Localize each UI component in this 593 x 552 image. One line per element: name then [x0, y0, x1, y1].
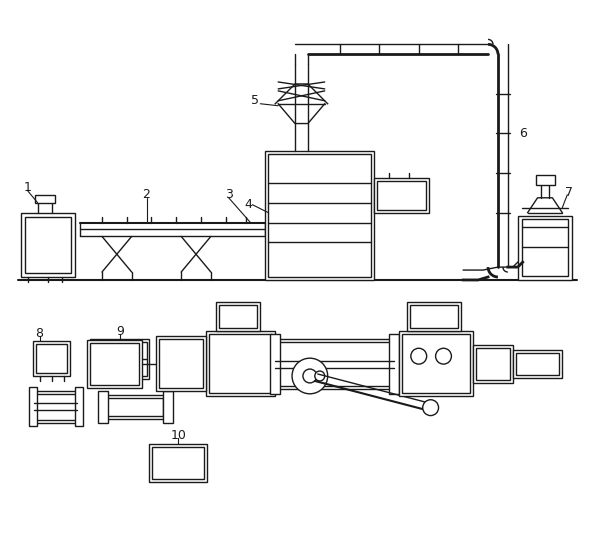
Text: 4: 4	[244, 198, 253, 211]
Circle shape	[303, 369, 317, 383]
Bar	[87, 341, 142, 388]
Bar	[516, 353, 559, 375]
Bar	[374, 178, 429, 213]
Text: 3: 3	[225, 188, 232, 201]
Circle shape	[411, 348, 427, 364]
Circle shape	[436, 348, 451, 364]
Bar	[219, 305, 257, 328]
Bar	[268, 154, 371, 277]
Text: 5: 5	[251, 94, 259, 107]
Text: 2: 2	[142, 188, 151, 201]
Bar	[377, 181, 426, 210]
Bar	[209, 335, 272, 393]
Bar	[34, 195, 56, 203]
Bar	[102, 395, 166, 418]
Bar	[518, 216, 572, 280]
Bar	[407, 302, 461, 331]
Bar	[90, 339, 149, 379]
Bar	[34, 394, 77, 420]
Text: 7: 7	[565, 187, 573, 199]
Circle shape	[292, 358, 328, 394]
Bar	[105, 398, 163, 416]
Bar	[402, 335, 470, 393]
Text: 6: 6	[519, 127, 527, 140]
Bar	[513, 351, 562, 378]
Bar	[410, 305, 458, 328]
Bar	[149, 444, 207, 482]
Bar	[206, 331, 275, 396]
Bar	[98, 391, 108, 422]
Bar	[157, 336, 206, 391]
Bar	[473, 346, 513, 383]
Bar	[278, 342, 391, 386]
Bar	[31, 391, 80, 422]
Text: 9: 9	[116, 325, 124, 338]
Bar	[75, 387, 83, 427]
Text: 8: 8	[36, 327, 44, 340]
Bar	[93, 342, 146, 376]
Bar	[21, 213, 75, 277]
Bar	[270, 335, 280, 394]
Bar	[160, 339, 203, 388]
Bar	[25, 216, 71, 273]
Bar	[476, 348, 510, 380]
Bar	[152, 447, 204, 479]
Text: 1: 1	[24, 182, 31, 194]
Bar	[216, 302, 260, 331]
Text: 10: 10	[170, 429, 186, 442]
Bar	[163, 391, 173, 422]
Bar	[522, 219, 568, 276]
Circle shape	[423, 400, 439, 416]
Bar	[275, 339, 394, 389]
Bar	[90, 343, 139, 385]
Bar	[535, 175, 556, 185]
Bar	[399, 331, 473, 396]
Bar	[265, 151, 374, 280]
Bar	[33, 341, 71, 376]
Circle shape	[315, 371, 325, 381]
Bar	[389, 335, 399, 394]
Bar	[28, 387, 37, 427]
Bar	[36, 344, 68, 373]
